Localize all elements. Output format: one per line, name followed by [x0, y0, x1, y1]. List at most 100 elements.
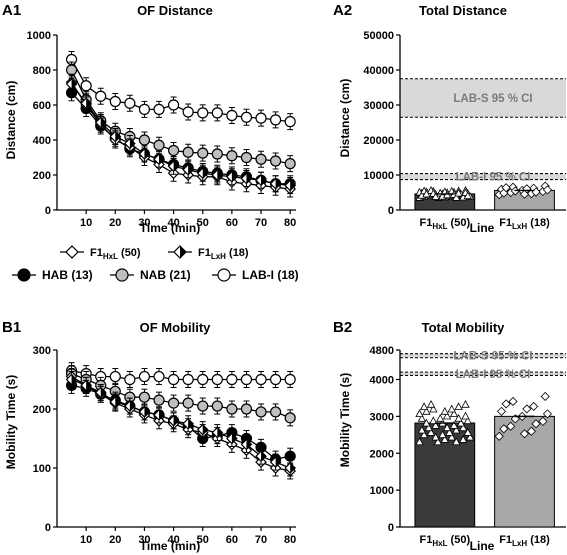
b1-data-point	[284, 462, 297, 474]
b1-xtick-label: 80	[284, 534, 296, 546]
a1-data-point	[197, 147, 209, 159]
a2-ci-label: LAB-I 95 % CI	[456, 172, 531, 184]
b1-series-0	[65, 362, 296, 388]
a1-data-point	[109, 130, 122, 143]
legend-label: F1LxH (18)	[198, 247, 249, 261]
a1-data-point	[153, 103, 165, 115]
a1-data-point	[269, 155, 282, 167]
b2-subject-point	[436, 413, 445, 422]
a2-category-label: F1HxL (50)	[420, 217, 471, 231]
x-axis-label-b2: Line	[470, 539, 495, 553]
b2-subject-point	[415, 437, 424, 446]
b1-ytick-label: 300	[33, 345, 51, 357]
legend-marker-circle-black-icon	[17, 268, 31, 282]
panel-title-a2: Total Distance	[419, 3, 507, 18]
b1-data-point	[94, 386, 107, 399]
b2-subject-point	[496, 406, 507, 416]
b2-subject-point	[442, 423, 452, 432]
a1-series-line	[71, 81, 291, 190]
b1-data-point	[211, 426, 224, 439]
b2-subject-point	[540, 391, 550, 402]
b1-series-1	[65, 365, 296, 427]
a1-data-point	[138, 103, 151, 115]
a1-data-point	[94, 116, 107, 129]
panel-label-a1: A1	[2, 2, 21, 19]
b1-data-point	[226, 403, 238, 415]
a1-data-point	[255, 112, 267, 124]
b1-data-point	[109, 396, 122, 408]
b1-ytick-label: 100	[33, 463, 51, 475]
a1-data-point	[284, 158, 296, 170]
b2-ytick-label: 4000	[370, 375, 394, 387]
a1-xtick-label: 50	[197, 217, 209, 229]
b2-subject-point	[433, 437, 443, 446]
b1-data-point	[269, 373, 282, 386]
b1-series-4	[65, 371, 297, 477]
a2-ytick-label: 10000	[363, 170, 394, 182]
b2-subject-point	[463, 416, 472, 425]
a1-data-point	[182, 163, 195, 176]
a2-subject-point	[422, 189, 431, 198]
a2-ytick-label: 20000	[363, 135, 394, 147]
b1-xtick-label: 30	[138, 534, 150, 546]
b1-data-point	[255, 450, 267, 463]
a1-data-point	[196, 167, 209, 180]
b1-xtick-label: 60	[226, 534, 238, 546]
b2-category-label: F1HxL (50)	[420, 534, 471, 548]
b2-subject-point	[431, 432, 440, 441]
b2-category-label: F1LxH (18)	[499, 534, 550, 548]
a1-data-point	[240, 111, 253, 123]
b1-data-point	[138, 370, 151, 383]
a2-ytick-label: 50000	[363, 30, 394, 42]
a1-ytick-label: 1000	[27, 30, 51, 42]
b2-subject-point	[452, 437, 461, 446]
b1-ytick-label: 200	[33, 404, 51, 416]
a1-data-point	[269, 177, 282, 190]
legend-label: F1HxL (50)	[90, 247, 141, 261]
b2-subject-point	[459, 423, 468, 432]
b2-subject-point	[461, 411, 470, 420]
a1-ytick-label: 800	[33, 65, 51, 77]
b2-subject-point	[429, 416, 438, 425]
a2-subject-point	[542, 185, 553, 195]
a2-ytick-label: 40000	[363, 65, 394, 77]
a1-data-point	[284, 116, 296, 128]
a1-ytick-label: 0	[45, 205, 51, 217]
b2-subject-point	[422, 418, 431, 427]
b1-ytick-label: 0	[45, 522, 51, 534]
b1-data-point	[167, 397, 180, 409]
b2-subject-point	[424, 423, 433, 432]
b2-subject-point	[538, 416, 548, 426]
a1-ytick-label: 600	[33, 100, 51, 112]
y-axis-label-a1: Distance (cm)	[4, 81, 18, 160]
b1-data-point	[240, 438, 253, 451]
b1-series-line	[71, 372, 291, 419]
b1-data-point	[269, 456, 282, 468]
legend-label: HAB (13)	[42, 268, 93, 282]
a1-data-point	[240, 172, 253, 185]
b1-data-point	[167, 414, 180, 427]
b2-subject-point	[452, 425, 461, 434]
a1-xtick-label: 10	[80, 217, 92, 229]
b1-data-point	[240, 403, 253, 415]
b2-subject-point	[454, 402, 463, 411]
legend-item-3: NAB (21)	[110, 268, 191, 282]
a1-data-point	[226, 109, 238, 122]
a1-data-point	[284, 179, 297, 192]
b2-subject-point	[526, 426, 536, 436]
b1-data-point	[226, 373, 238, 386]
b2-subject-point	[529, 401, 539, 411]
a2-ci-label: LAB-S 95 % CI	[453, 93, 532, 105]
a2-axes	[399, 35, 566, 211]
legend-label: NAB (21)	[140, 268, 191, 282]
panel-title-a1: OF Distance	[137, 3, 213, 18]
x-axis-label-a2: Line	[470, 221, 495, 235]
b2-ci-band	[400, 353, 566, 358]
b2-subject-point	[447, 404, 456, 413]
a2-ci-band	[400, 173, 566, 180]
b2-subject-point	[465, 432, 475, 441]
a1-data-point	[197, 107, 209, 119]
b1-series-line	[71, 378, 291, 469]
a1-data-point	[124, 137, 136, 150]
